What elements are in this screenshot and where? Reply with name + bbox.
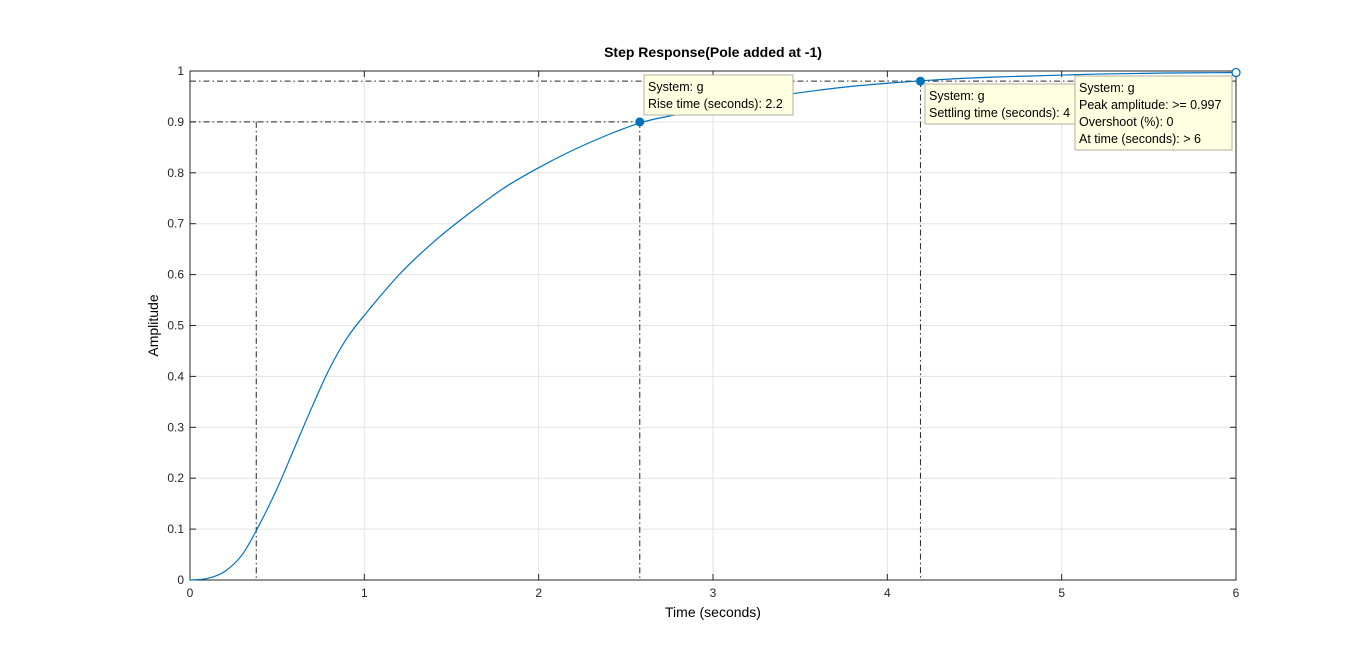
x-tick-label: 4 xyxy=(884,586,891,600)
series xyxy=(189,71,1237,581)
datatip-line: Overshoot (%): 0 xyxy=(1079,115,1174,129)
y-tick-label: 0.9 xyxy=(167,115,184,129)
datatip-line: System: g xyxy=(648,80,704,94)
datatip-line: System: g xyxy=(1079,81,1135,95)
datatip-box xyxy=(1074,75,1233,151)
datatip-line: Peak amplitude: >= 0.997 xyxy=(1079,98,1222,112)
settling-time-tip[interactable]: System: g Settling time (seconds): 4 xyxy=(924,83,1081,125)
chart-title: Step Response(Pole added at -1) xyxy=(604,44,822,60)
x-tick-label: 3 xyxy=(710,586,717,600)
x-tick-label: 2 xyxy=(535,586,542,600)
y-tick-label: 0.2 xyxy=(167,471,184,485)
y-tick-label: 0.6 xyxy=(167,268,184,282)
datatip-line: Rise time (seconds): 2.2 xyxy=(648,97,783,111)
y-tick-label: 0.1 xyxy=(167,522,184,536)
x-tick-label: 0 xyxy=(187,586,194,600)
y-tick-label: 0.5 xyxy=(167,319,184,333)
y-tick-label: 0.4 xyxy=(167,369,184,383)
y-tick-label: 1 xyxy=(177,64,184,78)
y-tick-label: 0.8 xyxy=(167,166,184,180)
datatip-line: At time (seconds): > 6 xyxy=(1079,132,1201,146)
y-tick-label: 0.7 xyxy=(167,217,184,231)
datatip-box xyxy=(924,83,1081,125)
datatip-box xyxy=(643,74,794,116)
y-tick-label: 0.3 xyxy=(167,420,184,434)
ticks: 0 1 2 3 4 5 6 0 0.1 0.2 0.3 0.4 0.5 0.6 0.7 0.8 0.9 1 xyxy=(167,64,1239,600)
x-tick-label: 1 xyxy=(361,586,368,600)
x-axis-label: Time (seconds) xyxy=(665,604,761,620)
y-tick-label: 0 xyxy=(177,573,184,587)
datatip-line: Settling time (seconds): 4 xyxy=(929,106,1070,120)
settling-marker[interactable] xyxy=(915,76,925,86)
markers[interactable] xyxy=(635,67,1241,127)
peak-marker[interactable] xyxy=(1231,67,1241,78)
x-tick-label: 6 xyxy=(1233,586,1240,600)
rise-end-marker[interactable] xyxy=(635,117,645,127)
y-axis-label: Amplitude xyxy=(145,294,161,356)
series-line xyxy=(189,71,1237,581)
datatip-line: System: g xyxy=(929,89,985,103)
peak-tip[interactable]: System: g Peak amplitude: >= 0.997 Oversho… xyxy=(1074,75,1233,151)
x-tick-label: 5 xyxy=(1058,586,1065,600)
rise-time-tip[interactable]: System: g Rise time (seconds): 2.2 xyxy=(643,74,794,116)
